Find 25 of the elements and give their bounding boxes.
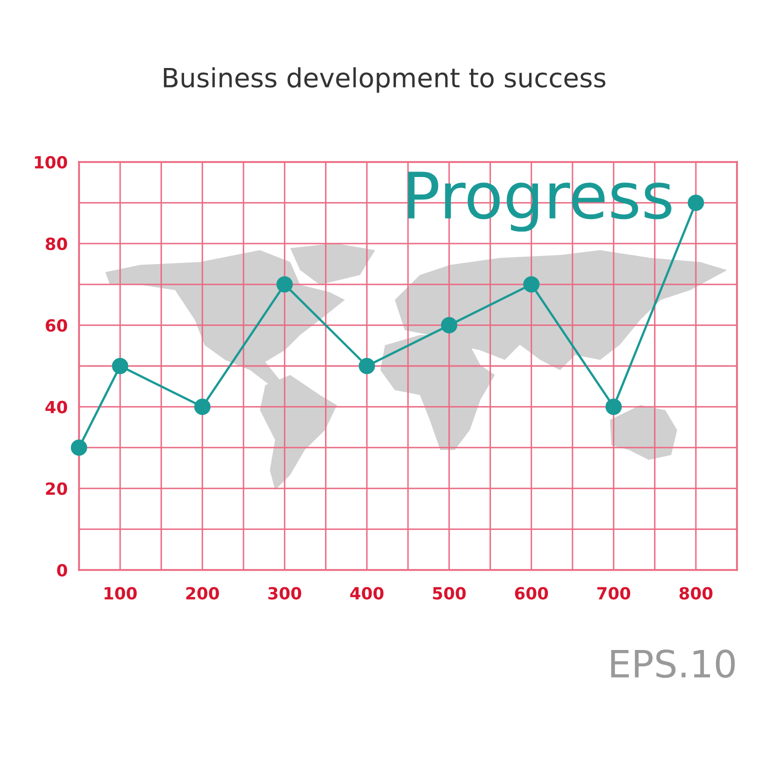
point: [194, 398, 211, 415]
point: [523, 276, 540, 293]
x-tick-label: 600: [515, 586, 548, 600]
y-tick-label: 20: [46, 482, 68, 495]
point: [688, 194, 704, 211]
x-tick-label: 300: [268, 586, 302, 600]
y-tick-label: 60: [46, 319, 68, 332]
y-tick-label: 0: [57, 564, 68, 577]
x-tick-label: 700: [597, 586, 630, 600]
point: [70, 439, 88, 456]
point: [605, 398, 622, 415]
y-tick-label: 40: [45, 400, 68, 414]
chart-title: Business development to success: [164, 67, 606, 93]
point: [440, 317, 458, 334]
x-tick-label: 800: [680, 586, 712, 600]
x-tick-label: 500: [433, 586, 466, 600]
y-tick-label: 100: [34, 156, 68, 169]
x-tick-label: 400: [350, 586, 384, 600]
point: [112, 358, 128, 374]
point: [358, 358, 376, 374]
point: [276, 276, 293, 293]
y-tick-label: 80: [46, 238, 68, 250]
text: EPS.10: [611, 650, 735, 678]
x-tick-label: 200: [186, 586, 219, 600]
x-tick-label: 100: [104, 586, 137, 600]
